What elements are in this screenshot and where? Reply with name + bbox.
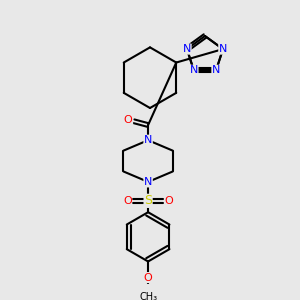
Text: O: O <box>144 273 152 283</box>
Text: O: O <box>165 196 173 206</box>
Text: N: N <box>212 65 220 75</box>
Text: N: N <box>144 177 152 187</box>
Text: N: N <box>144 135 152 145</box>
Text: N: N <box>190 65 198 75</box>
Text: S: S <box>144 194 152 207</box>
Text: N: N <box>219 44 227 54</box>
Text: O: O <box>124 115 133 125</box>
Text: O: O <box>123 196 132 206</box>
Text: N: N <box>183 44 191 54</box>
Text: CH₃: CH₃ <box>139 292 157 300</box>
